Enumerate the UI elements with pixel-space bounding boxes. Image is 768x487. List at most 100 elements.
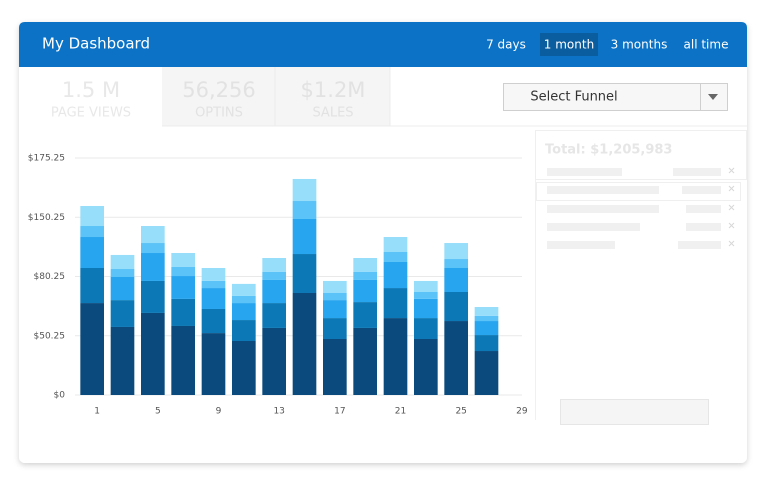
bar-segment	[171, 266, 195, 277]
bar-segment	[444, 267, 468, 293]
tab-bg	[275, 67, 390, 126]
bar-segment	[353, 258, 377, 272]
bar-segment	[110, 300, 135, 327]
bar-segment	[323, 338, 347, 395]
bar-segment	[323, 292, 347, 301]
bar-segment	[414, 292, 438, 299]
placeholder	[678, 241, 721, 249]
placeholder	[547, 223, 640, 231]
range-option[interactable]: 3 months	[611, 38, 668, 52]
bar-segment	[171, 325, 195, 395]
bar-segment	[201, 280, 226, 289]
bar-segment	[383, 261, 408, 289]
placeholder	[682, 186, 721, 194]
funnel-select[interactable]	[503, 83, 728, 111]
bar-segment	[232, 303, 256, 321]
y-tick-label: $50.25	[34, 331, 66, 341]
bar-segment	[262, 258, 286, 272]
tab-value[interactable]: 1.5 M	[62, 78, 120, 102]
placeholder	[686, 223, 721, 231]
bar-segment	[80, 226, 104, 238]
bar-segment	[444, 259, 468, 268]
card	[19, 22, 747, 463]
bar-segment	[383, 318, 408, 395]
tab-label[interactable]: PAGE VIEWS	[51, 106, 131, 121]
panel-button[interactable]	[560, 399, 709, 425]
tab-value[interactable]: 56,256	[182, 78, 255, 102]
bar-segment	[141, 280, 165, 313]
bar-segment	[292, 218, 317, 255]
bar-segment	[110, 269, 135, 277]
tab-label[interactable]: SALES	[312, 106, 353, 121]
bar-segment	[292, 292, 317, 395]
bar-segment	[414, 318, 438, 339]
bar-segment	[171, 253, 195, 267]
bar-segment	[383, 237, 408, 252]
bar-segment	[262, 327, 286, 395]
bar-segment	[323, 300, 347, 319]
bar-segment	[201, 333, 226, 395]
x-tick-label: 9	[216, 407, 222, 417]
bar-segment	[292, 201, 317, 219]
placeholder-row	[536, 182, 741, 201]
placeholder	[673, 168, 721, 176]
bar-segment	[232, 320, 256, 341]
bar-segment	[80, 303, 104, 395]
funnel-select-label[interactable]: Select Funnel	[530, 90, 617, 105]
range-option[interactable]: all time	[684, 38, 729, 52]
bar-segment	[414, 338, 438, 395]
bar-segment	[110, 276, 135, 301]
placeholder	[686, 205, 721, 213]
bar-segment	[141, 243, 165, 254]
bar-segment	[444, 292, 468, 322]
bar-segment	[474, 315, 499, 322]
header-title: My Dashboard	[42, 35, 150, 53]
bar-segment	[80, 267, 104, 304]
bar-segment	[383, 251, 408, 262]
x-tick-label: 5	[155, 407, 161, 417]
placeholder	[547, 241, 615, 249]
bar-segment	[80, 205, 104, 227]
x-tick-label: 17	[334, 407, 345, 417]
y-tick-label: $150.25	[28, 213, 65, 223]
x-tick-label: 1	[94, 407, 100, 417]
bar-segment	[141, 312, 165, 395]
bar-segment	[262, 279, 286, 304]
bar-segment	[201, 288, 226, 309]
bar-segment	[353, 279, 377, 303]
bar-segment	[80, 237, 104, 268]
range-option[interactable]: 7 days	[486, 38, 526, 52]
bar-segment	[262, 271, 286, 280]
bar-segment	[292, 254, 317, 293]
bar-segment	[232, 295, 256, 304]
y-tick-label: $175.25	[28, 154, 65, 164]
range-active-bg	[540, 33, 598, 56]
bar-segment	[414, 280, 438, 293]
x-tick-label: 25	[455, 407, 466, 417]
bar-segment	[444, 243, 468, 260]
bar-segment	[232, 283, 256, 296]
summary-total: Total: $1,205,983	[545, 143, 672, 158]
bar-segment	[353, 271, 377, 280]
placeholder	[547, 168, 622, 176]
bar-segment	[110, 326, 135, 395]
bar-segment	[323, 318, 347, 339]
bar-segment	[201, 267, 226, 281]
tab-label[interactable]: OPTINS	[195, 106, 243, 121]
bar-segment	[353, 327, 377, 395]
bar-segment	[383, 288, 408, 319]
tab-bg	[162, 67, 275, 126]
remove-icons	[728, 167, 735, 247]
range-option[interactable]: 1 month	[544, 38, 594, 52]
bar-segment	[110, 254, 135, 270]
bar-segment	[141, 253, 165, 281]
y-tick-label: $0	[54, 391, 66, 401]
tab-value[interactable]: $1.2M	[301, 78, 366, 102]
bar-segment	[292, 178, 317, 202]
bar-segment	[171, 298, 195, 326]
dropdown-arrow	[708, 94, 718, 100]
x-tick-label: 13	[273, 407, 284, 417]
bar-segment	[141, 226, 165, 244]
y-tick-label: $80.25	[34, 272, 66, 282]
